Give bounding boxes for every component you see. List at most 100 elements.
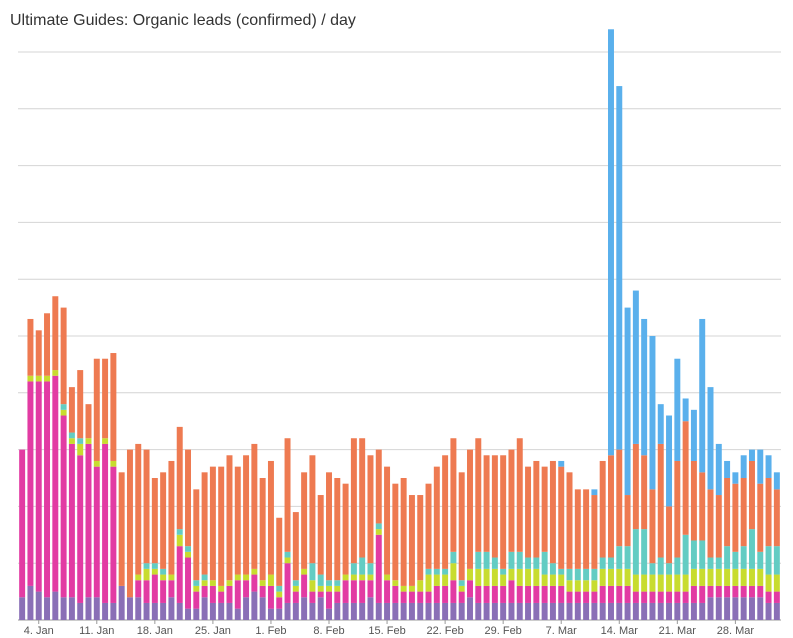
bar-segment[interactable] <box>732 472 739 484</box>
bar-segment[interactable] <box>732 483 739 552</box>
bar-segment[interactable] <box>176 602 183 620</box>
bar-segment[interactable] <box>168 580 175 598</box>
bar-segment[interactable] <box>599 568 606 586</box>
bar-segment[interactable] <box>35 375 42 382</box>
bar-segment[interactable] <box>508 551 515 569</box>
bar-segment[interactable] <box>68 387 75 433</box>
bar-segment[interactable] <box>292 512 299 581</box>
bar-segment[interactable] <box>334 602 341 620</box>
bar-segment[interactable] <box>317 591 324 598</box>
bar-segment[interactable] <box>267 460 274 575</box>
bar-segment[interactable] <box>748 449 755 461</box>
bar-segment[interactable] <box>641 455 648 530</box>
bar-segment[interactable] <box>757 483 764 552</box>
bar-segment[interactable] <box>27 585 34 620</box>
bar-segment[interactable] <box>102 602 109 620</box>
bar-segment[interactable] <box>699 540 706 569</box>
bar-segment[interactable] <box>350 574 357 581</box>
bar-segment[interactable] <box>558 460 565 467</box>
bar-segment[interactable] <box>243 574 250 581</box>
bar-segment[interactable] <box>666 415 673 507</box>
bar-segment[interactable] <box>467 568 473 581</box>
bar-segment[interactable] <box>740 597 747 620</box>
bar-segment[interactable] <box>525 568 532 586</box>
bar-segment[interactable] <box>616 602 623 620</box>
bar-segment[interactable] <box>608 455 614 558</box>
bar-segment[interactable] <box>674 602 681 620</box>
bar-segment[interactable] <box>284 551 291 558</box>
bar-segment[interactable] <box>467 449 473 569</box>
bar-segment[interactable] <box>292 585 299 592</box>
bar-segment[interactable] <box>483 602 490 620</box>
bar-segment[interactable] <box>715 495 722 558</box>
bar-segment[interactable] <box>309 455 316 564</box>
bar-segment[interactable] <box>218 602 225 620</box>
bar-segment[interactable] <box>533 557 540 569</box>
bar-segment[interactable] <box>384 574 391 581</box>
bar-segment[interactable] <box>151 563 158 569</box>
bar-segment[interactable] <box>408 585 415 592</box>
bar-segment[interactable] <box>765 591 772 603</box>
bar-segment[interactable] <box>118 585 125 620</box>
bar-segment[interactable] <box>450 438 457 552</box>
bar-segment[interactable] <box>77 370 84 439</box>
bar-segment[interactable] <box>400 591 407 603</box>
bar-segment[interactable] <box>301 597 308 620</box>
bar-segment[interactable] <box>301 472 308 569</box>
bar-segment[interactable] <box>508 580 515 603</box>
bar-segment[interactable] <box>748 597 755 620</box>
bar-segment[interactable] <box>608 557 614 569</box>
bar-segment[interactable] <box>682 602 689 620</box>
bar-segment[interactable] <box>185 449 191 547</box>
bar-segment[interactable] <box>27 381 34 586</box>
bar-segment[interactable] <box>110 353 117 461</box>
bar-segment[interactable] <box>549 460 556 564</box>
bar-segment[interactable] <box>251 574 258 592</box>
bar-segment[interactable] <box>276 517 283 586</box>
bar-segment[interactable] <box>458 585 465 592</box>
bar-segment[interactable] <box>525 585 532 603</box>
bar-segment[interactable] <box>616 568 623 586</box>
bar-segment[interactable] <box>632 602 639 620</box>
bar-segment[interactable] <box>359 557 366 575</box>
bar-segment[interactable] <box>657 602 664 620</box>
bar-segment[interactable] <box>151 574 158 603</box>
bar-segment[interactable] <box>384 466 391 575</box>
bar-segment[interactable] <box>591 602 598 620</box>
bar-segment[interactable] <box>748 460 755 530</box>
bar-segment[interactable] <box>649 489 656 564</box>
bar-segment[interactable] <box>475 602 482 620</box>
bar-segment[interactable] <box>483 455 490 552</box>
bar-segment[interactable] <box>765 546 772 575</box>
bar-segment[interactable] <box>674 358 681 461</box>
bar-segment[interactable] <box>267 585 274 609</box>
bar-segment[interactable] <box>533 568 540 586</box>
bar-segment[interactable] <box>740 455 747 478</box>
bar-segment[interactable] <box>234 574 241 581</box>
bar-segment[interactable] <box>359 438 366 558</box>
bar-segment[interactable] <box>251 443 258 569</box>
bar-segment[interactable] <box>193 489 200 581</box>
bar-segment[interactable] <box>508 568 515 581</box>
bar-segment[interactable] <box>475 585 482 603</box>
bar-segment[interactable] <box>583 591 590 603</box>
bar-segment[interactable] <box>467 580 473 598</box>
bar-segment[interactable] <box>276 597 283 609</box>
bar-segment[interactable] <box>525 466 532 558</box>
bar-segment[interactable] <box>93 597 100 620</box>
bar-segment[interactable] <box>541 551 548 575</box>
bar-segment[interactable] <box>508 449 515 552</box>
bar-segment[interactable] <box>608 585 614 603</box>
bar-segment[interactable] <box>566 602 573 620</box>
bar-segment[interactable] <box>491 602 498 620</box>
bar-segment[interactable] <box>442 455 449 569</box>
bar-segment[interactable] <box>724 546 731 569</box>
bar-segment[interactable] <box>483 568 490 586</box>
bar-segment[interactable] <box>458 591 465 603</box>
bar-segment[interactable] <box>533 602 540 620</box>
bar-segment[interactable] <box>765 455 772 478</box>
bar-segment[interactable] <box>632 591 639 603</box>
bar-segment[interactable] <box>699 585 706 603</box>
bar-segment[interactable] <box>68 432 75 439</box>
bar-segment[interactable] <box>44 313 51 376</box>
